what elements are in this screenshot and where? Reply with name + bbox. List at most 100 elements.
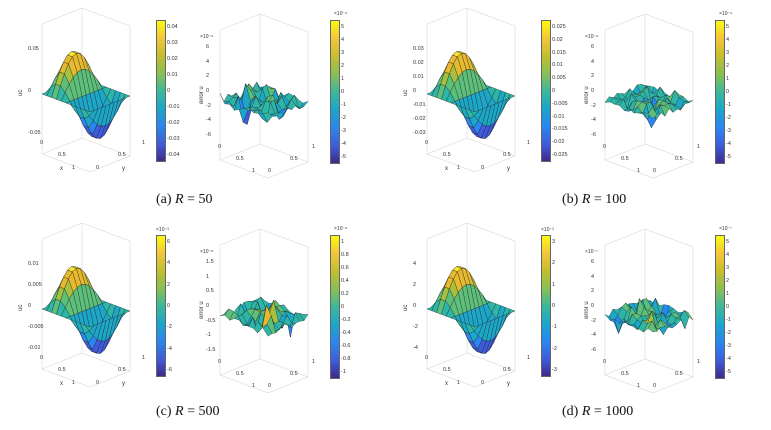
error-ztick: 1.5 bbox=[206, 259, 214, 265]
uc-surface-plot bbox=[41, 222, 131, 388]
error-colorbar-tick: -3 bbox=[341, 128, 346, 134]
uc-colorbar-tick: -0.005 bbox=[552, 100, 568, 107]
uc-ztick: 0 bbox=[28, 88, 32, 94]
uc-xtick: 0 bbox=[40, 355, 44, 361]
error-patch bbox=[648, 107, 658, 119]
error-colorbar-tick: -1 bbox=[726, 317, 731, 323]
error-colorbar bbox=[715, 20, 725, 164]
error-colorbar-tick: 1 bbox=[341, 76, 345, 82]
error-ytick: 0.5 bbox=[675, 156, 683, 162]
uc-colorbar-tick: 0.01 bbox=[167, 72, 178, 78]
error-ytick: 0.5 bbox=[675, 371, 683, 377]
error-ztick: 2 bbox=[591, 73, 595, 80]
axis-box-line bbox=[81, 352, 131, 372]
uc-xtick: 0 bbox=[425, 355, 429, 361]
error-colorbar-tick: 1 bbox=[726, 76, 730, 82]
uc-ylabel: y bbox=[507, 166, 510, 172]
error-ztick: -6 bbox=[206, 132, 211, 138]
error-colorbar-tick: 0.2 bbox=[341, 291, 349, 297]
error-ztick: 4 bbox=[206, 58, 210, 65]
error-colorbar-tick: -4 bbox=[726, 141, 731, 147]
error-surface-plot bbox=[604, 13, 694, 179]
uc-colorbar-tick: 4 bbox=[167, 260, 171, 267]
error-colorbar-tick: -3 bbox=[726, 128, 731, 134]
axis-box-line bbox=[219, 358, 261, 376]
axis-box-line bbox=[219, 13, 261, 31]
uc-zlabel: uc bbox=[403, 304, 409, 311]
error-ytick: 1 bbox=[697, 359, 701, 365]
axis-box-line bbox=[604, 13, 646, 31]
uc-colorbar-exponent: ×10⁻³ bbox=[541, 227, 554, 233]
axis-box-line bbox=[89, 155, 131, 173]
error-colorbar-tick: 2 bbox=[726, 63, 730, 69]
error-colorbar bbox=[330, 20, 340, 164]
axis-box-line bbox=[644, 143, 694, 163]
uc-ztick: -0.005 bbox=[28, 324, 44, 330]
uc-surface-plot bbox=[426, 7, 516, 173]
uc-colorbar-tick: 0.025 bbox=[552, 24, 566, 30]
caption-variable: R bbox=[581, 192, 591, 207]
uc-ztick: 0 bbox=[28, 303, 32, 309]
error-ztick: 4 bbox=[591, 273, 595, 280]
error-colorbar bbox=[715, 235, 725, 379]
axis-box-line bbox=[89, 370, 131, 388]
uc-colorbar-tick: -0.02 bbox=[167, 120, 180, 126]
axis-box-line bbox=[604, 374, 654, 394]
error-zlabel: error u bbox=[584, 301, 590, 319]
uc-ylabel: y bbox=[122, 381, 125, 387]
error-colorbar-tick: 2 bbox=[341, 63, 345, 69]
error-colorbar-tick: -1 bbox=[726, 102, 731, 108]
error-colorbar-exponent: ×10⁻⁸ bbox=[334, 226, 348, 232]
error-colorbar-tick: -1 bbox=[341, 102, 346, 108]
error-xtick: 0.5 bbox=[236, 371, 244, 377]
uc-colorbar-tick: -0.02 bbox=[552, 139, 565, 146]
error-ztick: 0 bbox=[206, 303, 210, 309]
uc-ztick: 0 bbox=[413, 88, 417, 94]
error-z-exponent: ×10⁻⁷ bbox=[585, 249, 598, 255]
uc-ztick: 4 bbox=[413, 261, 417, 267]
error-ztick: -6 bbox=[591, 132, 596, 138]
error-xtick: 0.5 bbox=[621, 156, 629, 162]
error-ztick: 4 bbox=[591, 58, 595, 65]
uc-ztick: 0.01 bbox=[28, 261, 39, 267]
uc-ztick: -0.02 bbox=[413, 116, 426, 122]
caption-value: = 1000 bbox=[593, 404, 634, 419]
error-zlabel: error u bbox=[584, 86, 590, 104]
error-ztick: 2 bbox=[206, 73, 210, 80]
axis-box-line bbox=[644, 228, 694, 248]
axis-box-line bbox=[219, 143, 261, 161]
error-ztick: 1 bbox=[206, 273, 210, 280]
axis-box-line bbox=[644, 358, 694, 378]
uc-xtick: 1 bbox=[72, 165, 76, 171]
error-xtick: 0 bbox=[603, 359, 607, 365]
uc-xtick: 0.5 bbox=[58, 152, 66, 158]
uc-ztick: -0.01 bbox=[28, 345, 41, 351]
subfigure-d: uc 4 2 0 -2 -4 0 0.5 1 0 0.5 1 x y ×10⁻³ 3 2 1 0 -1 -2 -3 ×10⁻… bbox=[385, 215, 770, 430]
error-colorbar-exponent: ×10⁻⁷ bbox=[719, 226, 732, 232]
error-ztick: -0.5 bbox=[206, 317, 216, 324]
axis-box-line bbox=[474, 370, 516, 388]
error-zlabel: error u bbox=[199, 86, 205, 104]
surface-patch bbox=[469, 324, 480, 332]
caption-value: = 500 bbox=[187, 404, 220, 419]
uc-ytick: 0 bbox=[481, 165, 485, 171]
error-colorbar-tick: 0 bbox=[726, 304, 730, 310]
uc-ytick: 0 bbox=[96, 165, 100, 171]
error-colorbar-tick: 1 bbox=[341, 239, 345, 245]
uc-colorbar-tick: 1 bbox=[552, 281, 556, 288]
uc-colorbar-tick: -6 bbox=[167, 367, 172, 373]
error-ytick: 1 bbox=[697, 144, 701, 150]
axis-box-line bbox=[81, 7, 131, 27]
uc-colorbar-tick: 6 bbox=[167, 239, 171, 245]
caption-variable: R bbox=[175, 404, 184, 419]
uc-ytick: 1 bbox=[527, 355, 531, 361]
error-colorbar-tick: -4 bbox=[726, 356, 731, 362]
caption-label: (d) bbox=[562, 404, 579, 419]
uc-zlabel: uc bbox=[403, 89, 409, 96]
error-xtick: 1 bbox=[252, 383, 256, 389]
error-z-exponent: ×10⁻⁹ bbox=[200, 34, 214, 40]
uc-colorbar-tick: 0.03 bbox=[167, 40, 178, 46]
error-xtick: 1 bbox=[637, 383, 641, 389]
uc-colorbar-tick: -2 bbox=[167, 324, 172, 331]
uc-colorbar-tick: 0.005 bbox=[552, 75, 566, 82]
